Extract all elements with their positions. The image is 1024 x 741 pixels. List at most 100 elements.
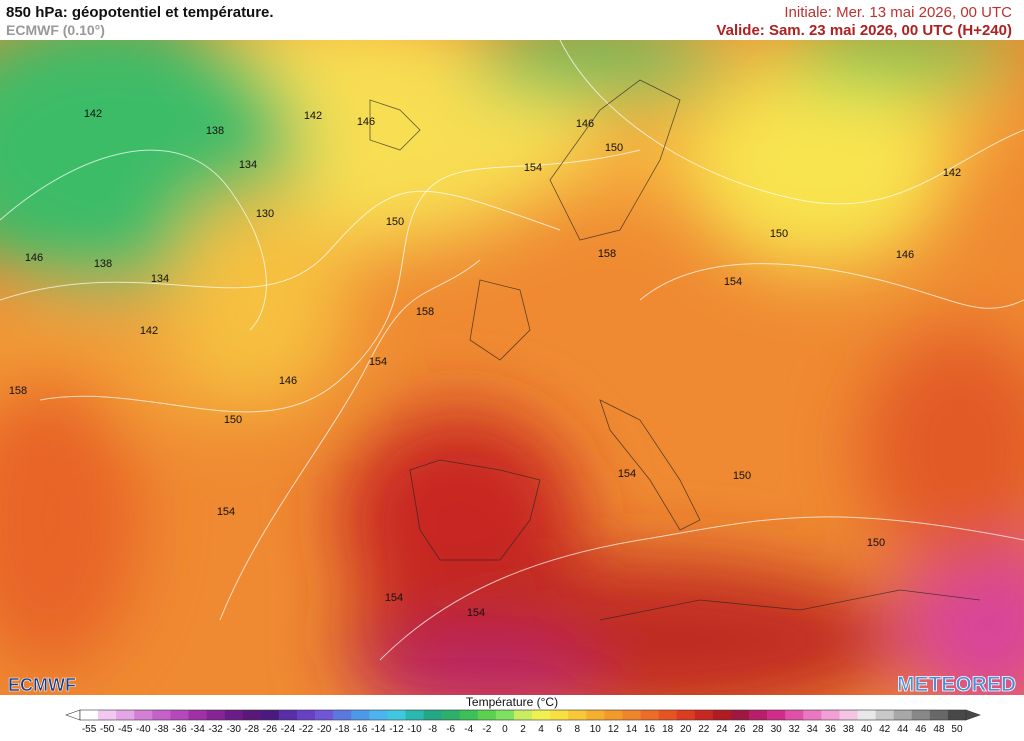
colorbar-cell: [640, 710, 659, 720]
colorbar-tick-label: -45: [118, 724, 133, 735]
contour-label: 154: [369, 356, 387, 368]
colorbar-cell: [730, 710, 750, 720]
contour-label: 150: [605, 142, 623, 154]
colorbar-tick-label: 18: [662, 724, 674, 735]
meteored-logo: METEORED: [897, 673, 1016, 696]
contour-label: 154: [524, 162, 542, 174]
contour-label: 142: [140, 325, 158, 337]
colorbar-tick-label: 2: [520, 724, 526, 735]
colorbar-tick-label: -16: [353, 724, 368, 735]
colorbar-cell: [134, 710, 153, 720]
colorbar-tick-label: -26: [263, 724, 278, 735]
colorbar-tick-label: -50: [100, 724, 115, 735]
colorbar-cell: [477, 710, 497, 720]
colorbar-tick-label: 12: [608, 724, 620, 735]
colorbar-cell: [929, 710, 949, 720]
colorbar-cell: [532, 710, 551, 720]
colorbar-cell: [296, 710, 316, 720]
colorbar-tick-label: 16: [644, 724, 656, 735]
colorbar-tick-label: -12: [389, 724, 404, 735]
colorbar-cell: [333, 710, 352, 720]
colorbar-cell: [658, 710, 677, 720]
colorbar-tick-label: 48: [933, 724, 945, 735]
colorbar-tick-label: -32: [208, 724, 223, 735]
contour-label: 154: [724, 276, 742, 288]
colorbar-cell: [586, 710, 605, 720]
colorbar-tick-label: 26: [734, 724, 746, 735]
colorbar-cell: [604, 710, 623, 720]
colorbar-tick-label: 44: [897, 724, 909, 735]
colorbar-tick-label: -55: [82, 724, 97, 735]
colorbar-tick-label: -38: [154, 724, 169, 735]
colorbar-cell: [875, 710, 894, 720]
colorbar-cell: [441, 710, 461, 720]
colorbar-tick-label: -4: [464, 724, 473, 735]
colorbar-cell: [242, 710, 262, 720]
colorbar-cell: [622, 710, 641, 720]
contour-label: 146: [279, 375, 297, 387]
contour-label: 154: [467, 607, 485, 619]
colorbar-cell: [857, 710, 876, 720]
colorbar-cell: [513, 710, 533, 720]
colorbar-tick-label: -28: [245, 724, 260, 735]
map: 142 138 142 146 146 150 134 154 142 130 150 150 158 1…: [0, 40, 1024, 695]
contour-label: 142: [84, 108, 102, 120]
colorbar-tick-label: 40: [861, 724, 873, 735]
colorbar-cell: [387, 710, 406, 720]
colorbar-tick-label: 4: [538, 724, 544, 735]
colorbar-tick-label: -30: [226, 724, 241, 735]
colorbar-tick-label: 14: [626, 724, 638, 735]
colorbar-cell: [116, 710, 135, 720]
contour-label: 158: [416, 306, 434, 318]
colorbar-tick-label: -18: [335, 724, 350, 735]
colorbar-title: Température (°C): [466, 695, 558, 709]
contour-label: 146: [576, 118, 594, 130]
contour-label: 146: [25, 252, 43, 264]
colorbar-tick-label: 24: [716, 724, 728, 735]
colorbar-tick-label: -10: [407, 724, 422, 735]
colorbar-tick-label: 6: [556, 724, 562, 735]
contour-label: 146: [896, 249, 914, 261]
contour-label: 158: [9, 385, 27, 397]
colorbar-tick-label: -6: [446, 724, 455, 735]
colorbar-cell: [550, 710, 569, 720]
colorbar-cell: [369, 710, 388, 720]
contour-label: 138: [206, 125, 224, 137]
colorbar-cell: [911, 710, 931, 720]
colorbar-tick-label: 22: [698, 724, 710, 735]
colorbar-cell: [676, 710, 696, 720]
contour-label: 142: [304, 110, 322, 122]
contour-label: 150: [224, 414, 242, 426]
colorbar-cell: [423, 710, 442, 720]
contour-label: 130: [256, 208, 274, 220]
contour-label: 138: [94, 258, 112, 270]
colorbar-cell: [749, 710, 768, 720]
colorbar-cell: [170, 710, 189, 720]
colorbar-frame: [79, 709, 967, 721]
colorbar-cell: [152, 710, 171, 720]
colorbar-tick-label: -36: [172, 724, 187, 735]
colorbar-cell: [821, 710, 840, 720]
colorbar-cell: [947, 710, 967, 720]
colorbar-tick-label: 32: [789, 724, 801, 735]
colorbar-cell: [98, 710, 117, 720]
colorbar-cell: [495, 710, 515, 720]
contour-label: 150: [770, 228, 788, 240]
colorbar: -55 -50 -45 -40 -38 -36 -34 -32 -30 -28 -26 -24 -22-…: [65, 709, 981, 735]
colorbar-tick-label: 36: [825, 724, 837, 735]
contour-label: 142: [943, 167, 961, 179]
subtitle: ECMWF (0.10°): [6, 22, 105, 38]
colorbar-cell: [260, 710, 280, 720]
colorbar-tick-label: 0: [502, 724, 508, 735]
contour-label: 146: [357, 116, 375, 128]
colorbar-cell: [206, 710, 225, 720]
colorbar-tick-label: -14: [371, 724, 386, 735]
colorbar-tick-label: 46: [915, 724, 927, 735]
initial-date: Initiale: Mer. 13 mai 2026, 00 UTC: [784, 4, 1012, 21]
colorbar-tick-label: 30: [771, 724, 783, 735]
colorbar-cell: [694, 710, 714, 720]
colorbar-tick-label: -24: [281, 724, 296, 735]
colorbar-tick-label: -34: [190, 724, 205, 735]
colorbar-cell: [459, 710, 479, 720]
